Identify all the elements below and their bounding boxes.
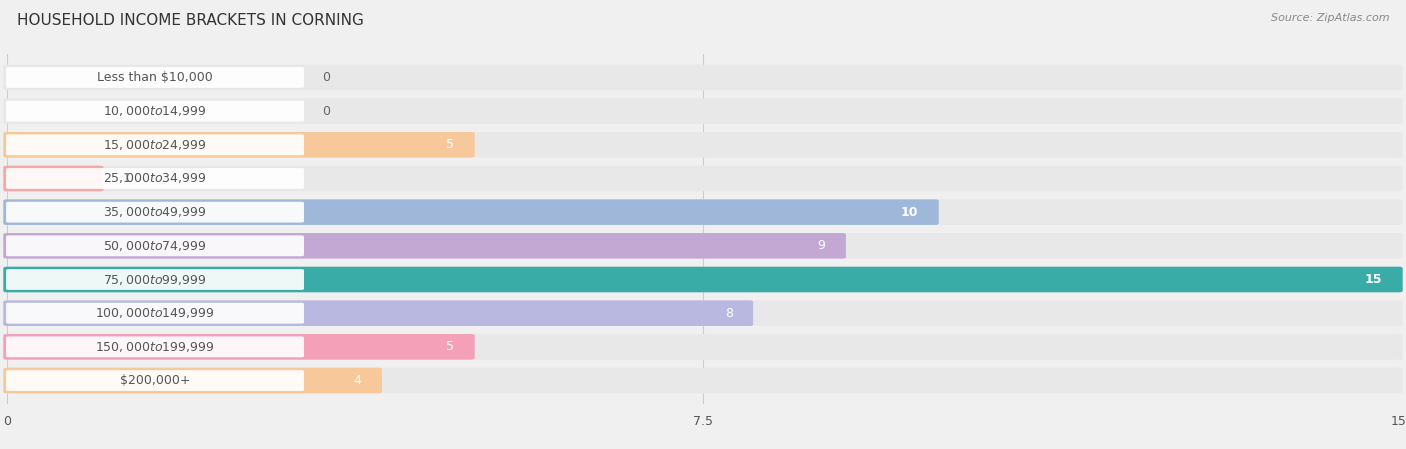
FancyBboxPatch shape (3, 334, 1403, 360)
FancyBboxPatch shape (3, 233, 846, 259)
FancyBboxPatch shape (3, 199, 1403, 225)
FancyBboxPatch shape (3, 166, 104, 191)
FancyBboxPatch shape (6, 101, 304, 122)
Text: 5: 5 (446, 340, 454, 353)
Text: 15: 15 (1365, 273, 1382, 286)
Text: 9: 9 (818, 239, 825, 252)
Text: $200,000+: $200,000+ (120, 374, 190, 387)
FancyBboxPatch shape (3, 300, 754, 326)
FancyBboxPatch shape (3, 132, 475, 158)
Text: $150,000 to $199,999: $150,000 to $199,999 (96, 340, 215, 354)
FancyBboxPatch shape (3, 267, 1403, 292)
Text: $100,000 to $149,999: $100,000 to $149,999 (96, 306, 215, 320)
Text: $25,000 to $34,999: $25,000 to $34,999 (103, 172, 207, 185)
Text: $15,000 to $24,999: $15,000 to $24,999 (103, 138, 207, 152)
Text: Source: ZipAtlas.com: Source: ZipAtlas.com (1271, 13, 1389, 23)
Text: 5: 5 (446, 138, 454, 151)
Text: 0: 0 (322, 105, 330, 118)
Text: $10,000 to $14,999: $10,000 to $14,999 (103, 104, 207, 118)
Text: $50,000 to $74,999: $50,000 to $74,999 (103, 239, 207, 253)
FancyBboxPatch shape (6, 67, 304, 88)
FancyBboxPatch shape (6, 269, 304, 290)
Text: 8: 8 (724, 307, 733, 320)
FancyBboxPatch shape (3, 368, 1403, 393)
Text: 4: 4 (354, 374, 361, 387)
Text: $75,000 to $99,999: $75,000 to $99,999 (103, 273, 207, 286)
FancyBboxPatch shape (6, 134, 304, 155)
FancyBboxPatch shape (3, 132, 1403, 158)
FancyBboxPatch shape (3, 65, 1403, 90)
FancyBboxPatch shape (3, 233, 1403, 259)
Text: $35,000 to $49,999: $35,000 to $49,999 (103, 205, 207, 219)
Text: Less than $10,000: Less than $10,000 (97, 71, 212, 84)
Text: 10: 10 (901, 206, 918, 219)
FancyBboxPatch shape (6, 370, 304, 391)
FancyBboxPatch shape (3, 199, 939, 225)
FancyBboxPatch shape (3, 166, 1403, 191)
Text: 0: 0 (322, 71, 330, 84)
FancyBboxPatch shape (6, 202, 304, 223)
FancyBboxPatch shape (3, 267, 1403, 292)
FancyBboxPatch shape (6, 168, 304, 189)
FancyBboxPatch shape (3, 334, 475, 360)
FancyBboxPatch shape (3, 300, 1403, 326)
FancyBboxPatch shape (6, 336, 304, 357)
FancyBboxPatch shape (6, 235, 304, 256)
FancyBboxPatch shape (6, 303, 304, 324)
FancyBboxPatch shape (3, 98, 1403, 124)
Text: HOUSEHOLD INCOME BRACKETS IN CORNING: HOUSEHOLD INCOME BRACKETS IN CORNING (17, 13, 364, 28)
Text: 1: 1 (124, 172, 131, 185)
FancyBboxPatch shape (3, 368, 382, 393)
